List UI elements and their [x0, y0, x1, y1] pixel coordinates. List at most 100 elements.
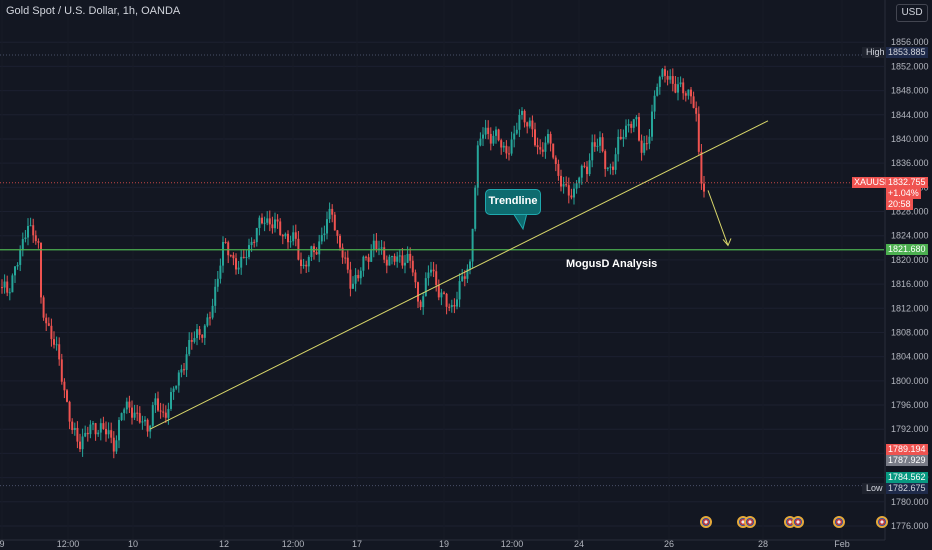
candle-body	[671, 76, 674, 84]
economic-event-icon[interactable]	[700, 516, 712, 528]
candle-body	[557, 164, 560, 176]
candle-body	[466, 268, 469, 279]
candle-body	[406, 253, 409, 263]
teal-level-badge: 1784.562	[886, 472, 928, 483]
candle-body	[289, 241, 292, 243]
candle-body	[404, 262, 406, 266]
candle-body	[617, 136, 620, 155]
candle-body	[193, 338, 196, 342]
candle-body	[523, 110, 526, 123]
candle-body	[310, 246, 313, 258]
candle-body	[281, 234, 284, 237]
candle-body	[6, 281, 9, 293]
candle-body	[531, 120, 534, 130]
candle-body	[136, 412, 139, 414]
candle-body	[417, 282, 419, 302]
candle-body	[385, 259, 388, 266]
x-tick-label: 12:00	[57, 539, 80, 549]
y-tick-label: 1844.000	[891, 110, 929, 120]
candle-body	[3, 281, 6, 288]
y-tick-label: 1812.000	[891, 303, 929, 313]
economic-event-icon[interactable]	[876, 516, 888, 528]
red-level-badge: 1789.194	[886, 444, 928, 455]
candle-body	[513, 133, 516, 140]
candle-body	[245, 256, 248, 258]
low-value-badge: 1782.675	[886, 483, 928, 494]
candle-body	[562, 184, 565, 187]
candle-body	[677, 84, 679, 93]
candle-body	[440, 292, 443, 298]
candle-body	[409, 253, 412, 261]
candle-body	[487, 127, 490, 134]
candle-body	[170, 392, 172, 409]
candle-body	[242, 256, 245, 258]
candle-body	[378, 248, 380, 250]
candle-body	[323, 233, 326, 236]
candle-body	[211, 305, 214, 318]
candle-body	[591, 142, 594, 161]
candle-body	[469, 261, 471, 269]
current-price-badge: 1832.755	[886, 177, 928, 188]
candle-body	[492, 135, 495, 144]
x-tick-label: 10	[128, 539, 138, 549]
candle-body	[463, 276, 466, 279]
candle-body	[448, 306, 451, 308]
candle-body	[495, 129, 497, 136]
high-value-badge: 1853.885	[886, 47, 928, 58]
candle-body	[393, 256, 396, 262]
candle-body	[539, 147, 542, 150]
candle-body	[81, 436, 84, 450]
candle-body	[388, 256, 391, 266]
candle-body	[115, 440, 118, 452]
x-tick-label: Feb	[834, 539, 850, 549]
candle-body	[609, 166, 612, 168]
economic-event-icon[interactable]	[792, 516, 804, 528]
candle-body	[645, 143, 648, 145]
candle-body	[518, 114, 521, 130]
candle-body	[666, 75, 669, 80]
candle-body	[640, 140, 643, 153]
candle-body	[656, 86, 659, 96]
economic-event-icon[interactable]	[744, 516, 756, 528]
candle-body	[453, 304, 456, 307]
candle-body	[489, 133, 492, 144]
y-tick-label: 1856.000	[891, 37, 929, 47]
candle-body	[172, 388, 175, 393]
candle-body	[362, 256, 365, 271]
candle-body	[180, 369, 183, 373]
candle-body	[690, 89, 692, 97]
candle-body	[679, 82, 682, 85]
candle-body	[627, 123, 630, 126]
candle-body	[687, 89, 690, 96]
candle-body	[604, 151, 607, 169]
candle-body	[162, 411, 165, 413]
candle-body	[255, 228, 258, 243]
candle-body	[339, 235, 341, 248]
trendline-callout[interactable]: Trendline	[485, 189, 541, 215]
candle-body	[567, 185, 570, 196]
y-tick-label: 1816.000	[891, 279, 929, 289]
candle-body	[8, 292, 11, 294]
candle-body	[580, 165, 583, 178]
candle-body	[526, 122, 529, 127]
x-tick-label: 24	[574, 539, 584, 549]
candle-body	[42, 297, 45, 318]
candle-body	[326, 219, 328, 234]
candle-body	[24, 237, 27, 240]
overlays-layer	[0, 54, 884, 487]
candle-body	[674, 83, 677, 93]
candle-body	[302, 264, 305, 267]
candle-body	[635, 117, 638, 120]
trendline	[149, 120, 769, 430]
gray-level-badge: 1787.929	[886, 455, 928, 466]
candle-body	[601, 137, 604, 152]
economic-event-icon[interactable]	[833, 516, 845, 528]
currency-button[interactable]: USD	[896, 4, 928, 22]
candle-body	[167, 408, 170, 418]
candle-body	[510, 139, 513, 154]
candle-body	[219, 265, 222, 279]
candle-body	[294, 232, 297, 239]
candle-body	[68, 401, 71, 422]
candle-body	[427, 272, 430, 279]
